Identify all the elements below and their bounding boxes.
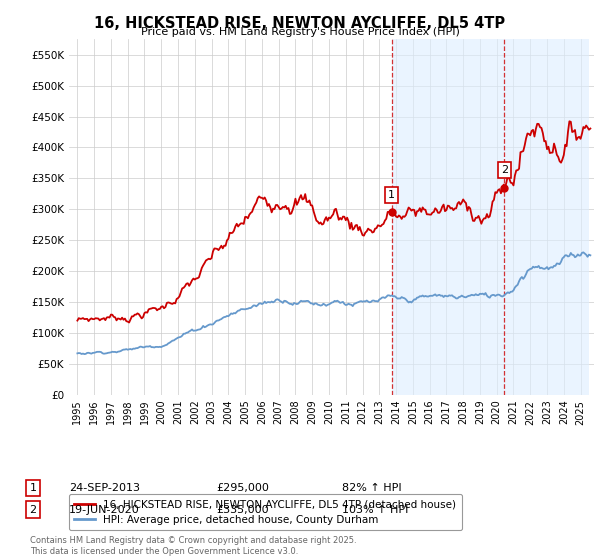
Bar (505, 39, 589, 395)
Text: 19-JUN-2020: 19-JUN-2020 (69, 505, 140, 515)
Legend: 16, HICKSTEAD RISE, NEWTON AYCLIFFE, DL5 4TP (detached house), HPI: Average pric: 16, HICKSTEAD RISE, NEWTON AYCLIFFE, DL5… (69, 494, 461, 530)
Text: 1: 1 (388, 190, 395, 200)
Text: £335,000: £335,000 (216, 505, 269, 515)
Text: 2: 2 (29, 505, 37, 515)
Text: 24-SEP-2013: 24-SEP-2013 (69, 483, 140, 493)
Text: Price paid vs. HM Land Registry's House Price Index (HPI): Price paid vs. HM Land Registry's House … (140, 27, 460, 37)
Text: 16, HICKSTEAD RISE, NEWTON AYCLIFFE, DL5 4TP: 16, HICKSTEAD RISE, NEWTON AYCLIFFE, DL5… (94, 16, 506, 31)
Text: Contains HM Land Registry data © Crown copyright and database right 2025.
This d: Contains HM Land Registry data © Crown c… (30, 536, 356, 556)
Text: 103% ↑ HPI: 103% ↑ HPI (342, 505, 409, 515)
Bar (392, 39, 505, 395)
Text: £295,000: £295,000 (216, 483, 269, 493)
Text: 82% ↑ HPI: 82% ↑ HPI (342, 483, 401, 493)
Text: 1: 1 (29, 483, 37, 493)
Text: 2: 2 (501, 165, 508, 175)
